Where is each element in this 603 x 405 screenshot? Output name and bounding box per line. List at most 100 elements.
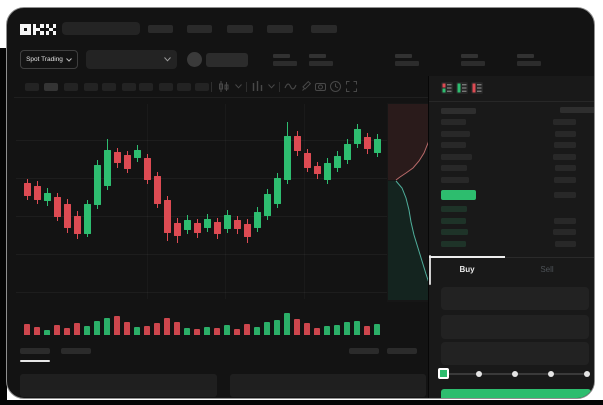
volume-bar xyxy=(64,328,70,335)
ask-row-amount xyxy=(553,153,576,160)
bid-row-amount xyxy=(553,229,576,236)
amount-slider-handle[interactable] xyxy=(438,368,449,379)
nav-item-4[interactable] xyxy=(267,25,293,33)
nav-item-5[interactable] xyxy=(311,25,337,33)
nav-item-1[interactable] xyxy=(148,25,173,33)
trading-pair-dropdown[interactable] xyxy=(86,50,177,69)
timeframe-button-7[interactable] xyxy=(139,83,153,91)
chart-bottom-control-1[interactable] xyxy=(349,348,379,354)
volume-bar xyxy=(344,322,350,335)
gridline-h xyxy=(16,140,388,141)
timeframe-button-9[interactable] xyxy=(177,83,191,91)
candle-body xyxy=(83,204,91,234)
orderbook-mode-both-icon[interactable] xyxy=(441,82,453,94)
bid-row-price[interactable] xyxy=(441,240,466,247)
logo-pixel xyxy=(36,27,40,32)
orderbook-mode-asks-icon[interactable] xyxy=(471,82,483,94)
line-type-icon[interactable] xyxy=(284,80,297,93)
logo-pixel xyxy=(27,24,31,28)
candle-body xyxy=(163,200,171,233)
candlestick-chart[interactable] xyxy=(14,99,434,397)
chart-bottom-control-2[interactable] xyxy=(387,348,417,354)
ask-row-amount xyxy=(554,142,576,149)
logo-pixel xyxy=(39,24,44,28)
ask-row-price[interactable] xyxy=(441,153,472,160)
logo-pixel xyxy=(45,24,50,28)
ask-row-price[interactable] xyxy=(441,130,470,137)
bid-row-price[interactable] xyxy=(441,206,467,212)
buy-tab-active-underline xyxy=(429,256,505,258)
slider-stop-2[interactable] xyxy=(512,371,518,377)
search-input[interactable] xyxy=(62,22,140,35)
candles-style-icon[interactable] xyxy=(217,80,230,93)
candle-body xyxy=(123,155,131,169)
chart-bottom-tab-1[interactable] xyxy=(20,348,50,354)
candle-body xyxy=(323,163,331,180)
timeframe-button-2[interactable] xyxy=(44,83,58,91)
slider-stop-1[interactable] xyxy=(476,371,482,377)
total-field[interactable] xyxy=(441,342,589,365)
ask-row-price[interactable] xyxy=(441,119,466,125)
ob-header-price xyxy=(441,108,476,114)
last-price-indicator[interactable] xyxy=(441,190,476,200)
timeframe-button-3[interactable] xyxy=(64,83,78,91)
timeframe-button-10[interactable] xyxy=(195,83,209,91)
timeframe-button-6[interactable] xyxy=(122,83,136,91)
slider-stop-4[interactable] xyxy=(584,371,590,377)
gridline-h xyxy=(16,178,388,179)
candle-body xyxy=(23,183,31,196)
tab-sell[interactable]: Sell xyxy=(540,264,554,274)
candle-body xyxy=(243,224,251,237)
volume-bar xyxy=(184,328,190,335)
chart-bottom-tab-2[interactable] xyxy=(61,348,91,354)
ask-row-price[interactable] xyxy=(441,177,469,183)
buy-order-button[interactable] xyxy=(441,389,591,398)
gridline-h xyxy=(16,254,388,255)
logo-pixel xyxy=(27,27,31,32)
volume-bar xyxy=(304,323,310,335)
fullscreen-icon[interactable] xyxy=(345,80,358,93)
amount-field[interactable] xyxy=(441,315,589,339)
ask-row-amount xyxy=(553,119,576,125)
pair-action-button[interactable] xyxy=(206,53,248,67)
chevron-down-icon xyxy=(66,57,72,62)
logo-pixel xyxy=(32,31,37,35)
draw-pencil-icon[interactable] xyxy=(300,80,313,93)
camera-icon[interactable] xyxy=(314,80,327,93)
clock-icon[interactable] xyxy=(329,80,342,93)
volume-bar xyxy=(214,328,220,335)
orderbook-mode-bids-icon[interactable] xyxy=(456,82,468,94)
okx-logo[interactable] xyxy=(20,24,57,35)
candle-body xyxy=(143,158,151,180)
tab-buy[interactable]: Buy xyxy=(459,264,475,274)
okx-logo-letter xyxy=(45,24,57,35)
ask-row-price[interactable] xyxy=(441,165,467,172)
market-type-dropdown[interactable]: Spot Trading xyxy=(20,50,78,69)
nav-item-3[interactable] xyxy=(227,25,253,33)
volume-bar xyxy=(134,327,140,335)
candle-body xyxy=(343,144,351,160)
timeframe-button-8[interactable] xyxy=(159,83,173,91)
bid-row-price[interactable] xyxy=(441,229,468,236)
gridline-v xyxy=(147,104,148,299)
chevron-down-icon[interactable] xyxy=(235,84,242,89)
price-field[interactable] xyxy=(441,287,589,310)
ask-row-price[interactable] xyxy=(441,142,466,149)
indicator-icon[interactable] xyxy=(251,80,264,93)
scrollbar-thumb[interactable] xyxy=(429,255,431,285)
bid-row-price[interactable] xyxy=(441,217,466,224)
chevron-down-icon[interactable] xyxy=(268,84,275,89)
candle-body xyxy=(93,165,101,205)
volume-bar xyxy=(154,323,160,335)
candle-body xyxy=(373,139,381,153)
slider-stop-3[interactable] xyxy=(548,371,554,377)
timeframe-button-5[interactable] xyxy=(102,83,116,91)
timeframe-button-4[interactable] xyxy=(84,83,98,91)
nav-item-2[interactable] xyxy=(187,25,212,33)
logo-pixel xyxy=(32,27,37,32)
ticker-stat-label xyxy=(273,54,290,58)
timeframe-button-1[interactable] xyxy=(25,83,39,91)
candle-body xyxy=(253,212,261,228)
bid-row-amount xyxy=(555,240,576,247)
candle-body xyxy=(303,153,311,168)
